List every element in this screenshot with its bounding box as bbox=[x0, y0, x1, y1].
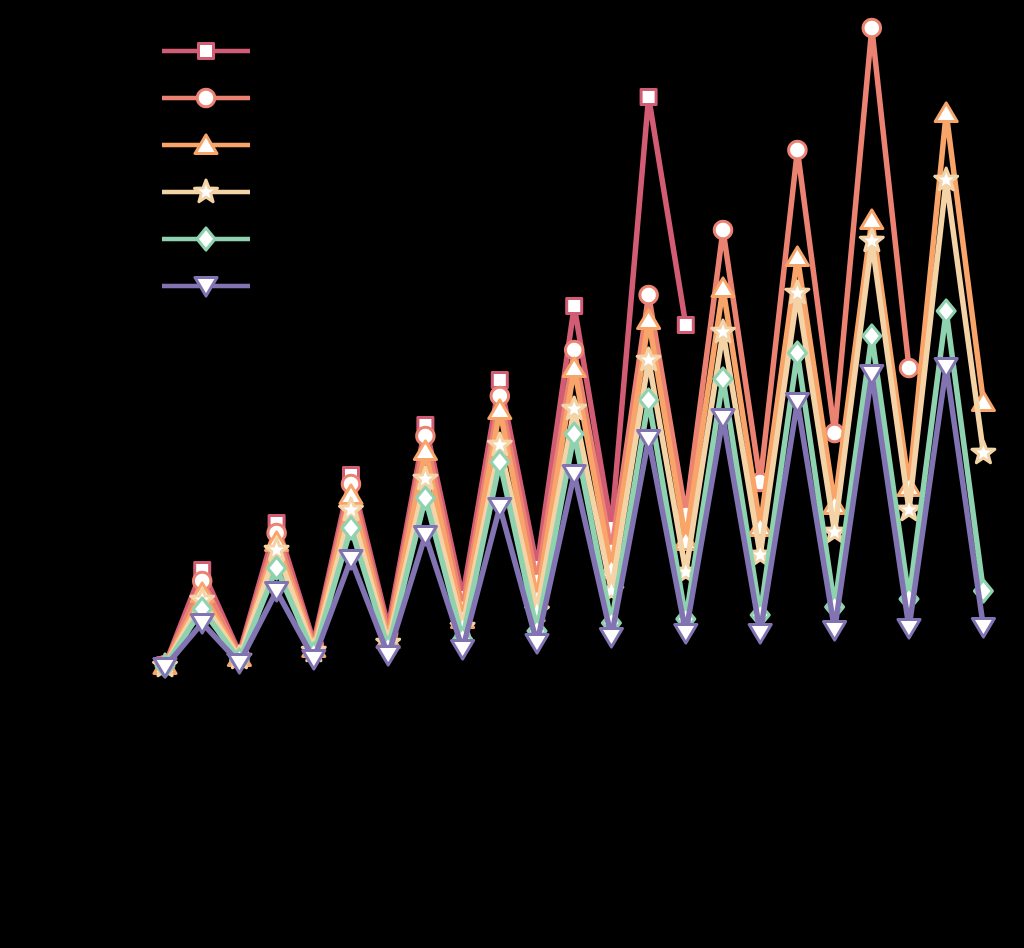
square-marker-icon bbox=[676, 316, 695, 334]
diamond-marker-icon bbox=[340, 515, 362, 541]
legend-entry-triangle-up bbox=[162, 133, 250, 155]
legend-entry-star bbox=[162, 178, 250, 204]
square-marker-icon bbox=[639, 88, 658, 106]
triangle-down-marker-icon bbox=[226, 653, 252, 675]
triangle-up-marker-icon bbox=[859, 208, 885, 230]
diamond-marker-icon bbox=[712, 366, 734, 392]
star-marker-icon bbox=[710, 318, 736, 344]
triangle-down-marker-icon bbox=[193, 276, 219, 298]
triangle-down-marker-icon bbox=[338, 549, 364, 571]
diamond-marker-icon bbox=[563, 421, 585, 447]
triangle-down-marker-icon bbox=[822, 620, 848, 642]
diamond-marker-icon bbox=[489, 449, 511, 475]
star-marker-icon bbox=[263, 536, 290, 562]
triangle-down-marker-icon bbox=[673, 623, 699, 645]
triangle-down-marker-icon bbox=[450, 639, 476, 661]
square-marker-icon bbox=[197, 42, 215, 60]
circle-marker-icon bbox=[195, 87, 217, 109]
triangle-up-marker-icon bbox=[193, 133, 219, 155]
triangle-down-marker-icon bbox=[933, 357, 959, 379]
triangle-down-marker-icon bbox=[264, 581, 290, 603]
triangle-down-marker-icon bbox=[970, 617, 996, 639]
triangle-down-marker-icon bbox=[747, 623, 773, 645]
diamond-marker-icon bbox=[195, 226, 217, 252]
triangle-down-marker-icon bbox=[524, 633, 550, 655]
star-marker-icon bbox=[561, 395, 588, 421]
star-marker-icon bbox=[970, 439, 997, 465]
legend-entry-square bbox=[162, 42, 250, 60]
diamond-marker-icon bbox=[638, 387, 660, 413]
triangle-up-marker-icon bbox=[561, 356, 587, 378]
circle-marker-icon bbox=[898, 357, 920, 379]
circle-marker-icon bbox=[787, 139, 808, 161]
star-marker-icon bbox=[858, 227, 885, 253]
diamond-marker-icon bbox=[266, 555, 288, 581]
legend-entry-diamond bbox=[162, 226, 250, 252]
triangle-up-marker-icon bbox=[636, 308, 662, 330]
triangle-down-marker-icon bbox=[375, 645, 401, 667]
triangle-down-marker-icon bbox=[487, 497, 513, 519]
legend-entry-triangle-down bbox=[162, 276, 250, 298]
triangle-up-marker-icon bbox=[487, 398, 513, 420]
circle-marker-icon bbox=[861, 17, 883, 39]
plot-area bbox=[152, 17, 997, 679]
star-marker-icon bbox=[896, 496, 922, 522]
triangle-down-marker-icon bbox=[189, 613, 215, 635]
diamond-marker-icon bbox=[414, 485, 436, 511]
triangle-down-marker-icon bbox=[896, 618, 922, 640]
triangle-up-marker-icon bbox=[710, 276, 736, 298]
star-marker-icon bbox=[635, 346, 662, 372]
circle-marker-icon bbox=[563, 339, 585, 361]
triangle-up-marker-icon bbox=[784, 245, 810, 267]
star-marker-icon bbox=[412, 465, 439, 491]
star-marker-icon bbox=[933, 166, 960, 192]
triangle-down-marker-icon bbox=[412, 525, 438, 547]
legend-entry-circle bbox=[162, 87, 250, 109]
triangle-down-marker-icon bbox=[784, 392, 810, 414]
diamond-marker-icon bbox=[935, 298, 957, 324]
circle-marker-icon bbox=[712, 219, 734, 241]
legend bbox=[162, 42, 250, 298]
diamond-marker-icon bbox=[786, 340, 808, 366]
triangle-down-marker-icon bbox=[710, 408, 736, 430]
triangle-down-marker-icon bbox=[859, 364, 885, 386]
triangle-down-marker-icon bbox=[598, 627, 624, 649]
series-triangle-down bbox=[152, 357, 996, 679]
star-marker-icon bbox=[193, 178, 219, 204]
circle-marker-icon bbox=[638, 284, 659, 306]
triangle-down-marker-icon bbox=[561, 464, 587, 486]
square-marker-icon bbox=[490, 371, 509, 389]
star-marker-icon bbox=[784, 279, 811, 305]
diamond-marker-icon bbox=[861, 323, 883, 349]
triangle-down-marker-icon bbox=[301, 649, 327, 671]
square-marker-icon bbox=[565, 297, 584, 315]
triangle-up-marker-icon bbox=[412, 439, 438, 461]
star-marker-icon bbox=[338, 496, 364, 522]
triangle-up-marker-icon bbox=[933, 101, 959, 123]
triangle-down-marker-icon bbox=[636, 429, 662, 451]
triangle-down-marker-icon bbox=[152, 657, 178, 679]
